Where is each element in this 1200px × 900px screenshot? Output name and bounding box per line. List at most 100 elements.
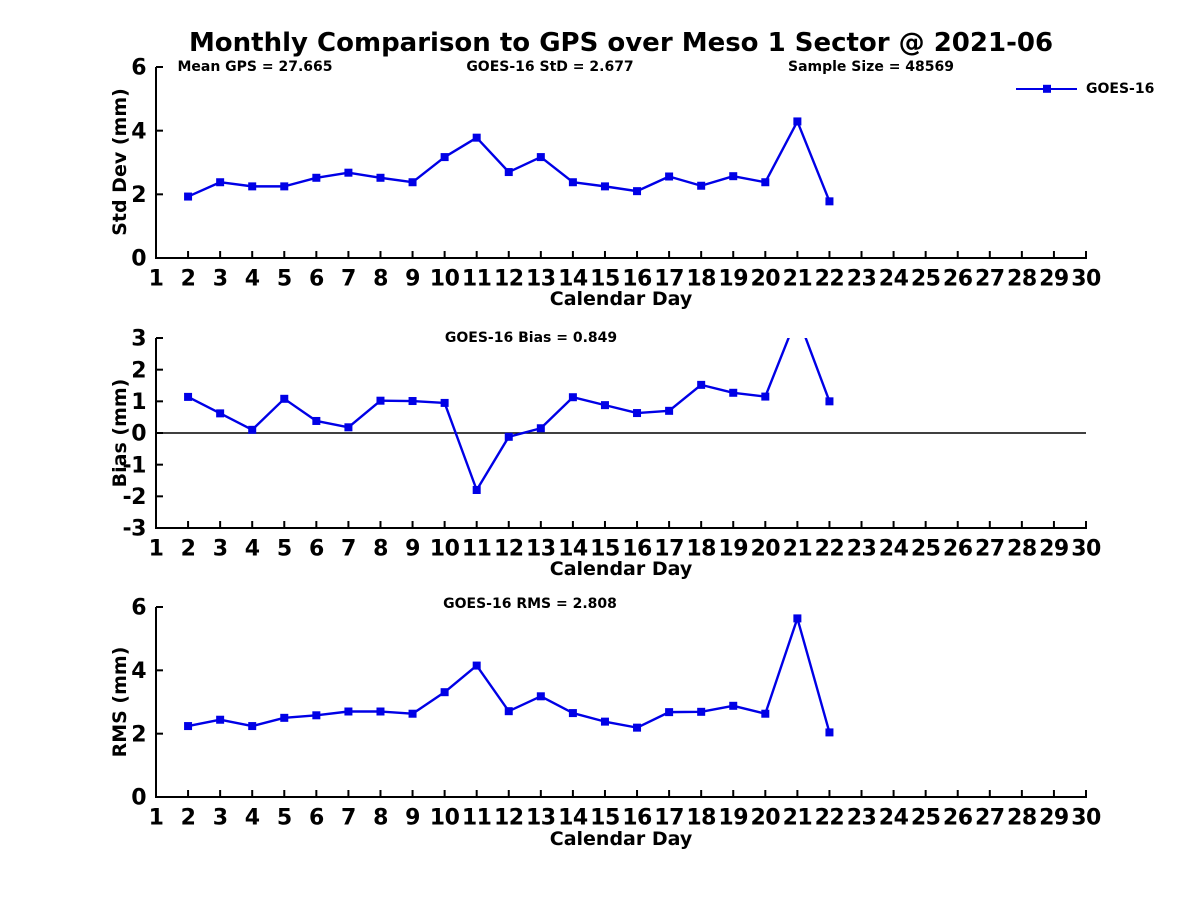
y-tick-label: 2 xyxy=(131,358,146,383)
series-marker xyxy=(376,396,385,405)
series-marker xyxy=(248,425,257,434)
series-marker xyxy=(440,398,449,407)
x-tick-label: 22 xyxy=(815,806,845,831)
series-marker xyxy=(184,722,193,731)
series-marker xyxy=(408,709,417,718)
y-tick-label: 0 xyxy=(131,786,146,811)
x-tick-label: 4 xyxy=(245,537,260,562)
y-tick-label: 6 xyxy=(131,56,146,81)
x-tick-label: 8 xyxy=(373,537,388,562)
x-tick-label: 20 xyxy=(750,806,780,831)
series-marker xyxy=(825,728,834,737)
y-tick-label: 2 xyxy=(131,183,146,208)
x-tick-label: 4 xyxy=(245,267,260,292)
x-tick-label: 3 xyxy=(213,267,228,292)
x-tick-label: 2 xyxy=(181,537,196,562)
series-marker xyxy=(825,197,834,206)
x-tick-label: 28 xyxy=(1007,806,1037,831)
series-marker xyxy=(568,709,577,718)
series-marker xyxy=(600,717,609,726)
x-tick-label: 19 xyxy=(718,537,748,562)
series-marker xyxy=(536,424,545,433)
y-axis-label-rms: RMS (mm) xyxy=(109,646,131,758)
x-tick-label: 15 xyxy=(590,806,620,831)
x-tick-label: 12 xyxy=(494,537,524,562)
x-tick-label: 19 xyxy=(718,267,748,292)
series-marker xyxy=(761,392,770,401)
x-tick-label: 26 xyxy=(943,806,973,831)
x-tick-label: 24 xyxy=(879,267,909,292)
series-marker xyxy=(665,172,674,181)
y-tick-label: 2 xyxy=(131,722,146,747)
series-marker xyxy=(761,709,770,718)
series-marker xyxy=(184,392,193,401)
series-marker xyxy=(216,178,225,187)
x-tick-label: 10 xyxy=(430,806,460,831)
series-marker xyxy=(376,173,385,182)
x-axis-label-stddev: Calendar Day xyxy=(549,288,693,310)
y-tick-label: -3 xyxy=(123,517,146,542)
x-tick-label: 1 xyxy=(149,537,164,562)
x-tick-label: 14 xyxy=(558,806,588,831)
subplot-bias-mm-: 1 2 3 4 5 6 7 8 9 10 11 12 13 14 15 16 17 18 19 20 21 22 23 24 2… xyxy=(123,327,1102,562)
y-tick-label: 4 xyxy=(131,659,146,684)
x-tick-label: 17 xyxy=(654,537,684,562)
x-tick-label: 8 xyxy=(373,806,388,831)
series-marker xyxy=(633,723,642,732)
x-tick-label: 28 xyxy=(1007,537,1037,562)
x-tick-label: 20 xyxy=(750,537,780,562)
x-tick-label: 9 xyxy=(405,537,420,562)
y-tick-label: 3 xyxy=(131,327,146,352)
y-tick-label: 0 xyxy=(131,247,146,272)
x-tick-label: 6 xyxy=(309,537,324,562)
x-tick-label: 22 xyxy=(815,267,845,292)
x-tick-label: 28 xyxy=(1007,267,1037,292)
x-tick-label: 6 xyxy=(309,806,324,831)
annotation-sample-size: Sample Size = 48569 xyxy=(787,59,955,75)
x-tick-label: 6 xyxy=(309,267,324,292)
x-tick-label: 23 xyxy=(847,537,877,562)
series-marker xyxy=(344,423,353,432)
x-tick-label: 18 xyxy=(686,537,716,562)
y-tick-label: 6 xyxy=(131,596,146,621)
x-tick-label: 26 xyxy=(943,267,973,292)
series-marker xyxy=(248,182,257,191)
series-marker xyxy=(280,394,289,403)
x-tick-label: 27 xyxy=(975,537,1005,562)
y-tick-label: 1 xyxy=(131,390,146,415)
series-marker xyxy=(568,178,577,187)
x-tick-label: 20 xyxy=(750,267,780,292)
x-tick-label: 23 xyxy=(847,806,877,831)
legend-line-swatch xyxy=(1016,84,1077,93)
series-marker xyxy=(344,707,353,716)
series-marker xyxy=(280,713,289,722)
x-tick-label: 5 xyxy=(277,267,292,292)
series-marker xyxy=(793,117,802,126)
series-goes-16 xyxy=(184,338,834,494)
series-marker xyxy=(408,397,417,406)
x-tick-label: 4 xyxy=(245,806,260,831)
y-tick-label: 0 xyxy=(131,422,146,447)
x-tick-label: 13 xyxy=(526,537,556,562)
x-tick-label: 9 xyxy=(405,267,420,292)
x-tick-label: 18 xyxy=(686,267,716,292)
x-tick-label: 15 xyxy=(590,537,620,562)
x-tick-label: 25 xyxy=(911,537,941,562)
series-marker xyxy=(472,133,481,142)
x-tick-label: 7 xyxy=(341,537,356,562)
series-goes-16 xyxy=(184,614,834,737)
x-tick-label: 12 xyxy=(494,806,524,831)
x-tick-label: 5 xyxy=(277,806,292,831)
x-tick-label: 24 xyxy=(879,537,909,562)
series-goes-16 xyxy=(184,117,834,206)
x-tick-label: 18 xyxy=(686,806,716,831)
x-tick-label: 16 xyxy=(622,267,652,292)
x-tick-label: 27 xyxy=(975,267,1005,292)
x-tick-label: 14 xyxy=(558,537,588,562)
y-tick-label: 4 xyxy=(131,119,146,144)
x-tick-label: 1 xyxy=(149,267,164,292)
x-tick-label: 21 xyxy=(783,537,813,562)
annotation-bias: GOES-16 Bias = 0.849 xyxy=(444,330,618,346)
series-marker xyxy=(761,178,770,187)
